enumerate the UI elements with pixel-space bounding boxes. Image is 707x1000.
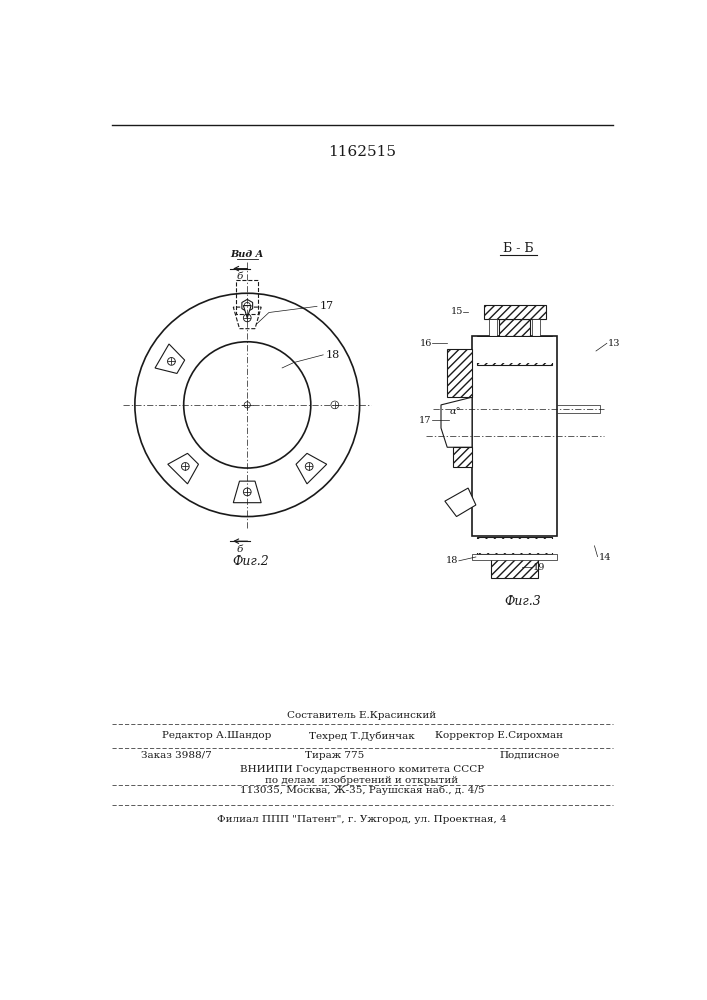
Bar	[474, 539, 556, 553]
Text: 17: 17	[419, 416, 432, 425]
Bar	[557, 405, 600, 413]
Text: 113035, Москва, Ж-35, Раушская наб., д. 4/5: 113035, Москва, Ж-35, Раушская наб., д. …	[240, 786, 484, 795]
Polygon shape	[441, 397, 472, 447]
Bar	[532, 319, 540, 338]
Text: Фиг.3: Фиг.3	[504, 595, 541, 608]
Text: 13: 13	[607, 339, 620, 348]
Bar	[472, 554, 557, 560]
Text: 18: 18	[445, 556, 458, 565]
Bar	[477, 336, 552, 365]
Text: по делам  изобретений и открытий: по делам изобретений и открытий	[265, 775, 459, 785]
Text: ВНИИПИ Государственного комитета СССР: ВНИИПИ Государственного комитета СССР	[240, 765, 484, 774]
Polygon shape	[233, 481, 261, 503]
Polygon shape	[233, 307, 261, 329]
Bar	[489, 319, 497, 338]
Text: Филиал ППП "Патент", г. Ужгород, ул. Проектная, 4: Филиал ППП "Патент", г. Ужгород, ул. Про…	[217, 815, 507, 824]
Text: Техред Т.Дубинчак: Техред Т.Дубинчак	[309, 731, 415, 741]
Bar	[472, 336, 557, 536]
Text: 14: 14	[598, 553, 611, 562]
Polygon shape	[452, 447, 472, 466]
Text: Редактор А.Шандор: Редактор А.Шандор	[162, 732, 271, 740]
Text: Заказ 3988/7: Заказ 3988/7	[141, 751, 212, 760]
Bar	[484, 305, 546, 319]
Text: 1162515: 1162515	[328, 145, 396, 159]
Text: Составитель Е.Красинский: Составитель Е.Красинский	[287, 711, 436, 720]
Bar	[491, 557, 538, 578]
Bar	[477, 537, 552, 554]
Text: 17: 17	[320, 301, 334, 311]
Bar	[499, 319, 530, 336]
Polygon shape	[445, 488, 476, 517]
Text: 18: 18	[325, 350, 340, 360]
Text: б: б	[236, 545, 243, 554]
Polygon shape	[296, 453, 327, 484]
Text: Вид А: Вид А	[230, 250, 264, 259]
Text: 19: 19	[532, 563, 545, 572]
Text: 15: 15	[450, 307, 462, 316]
Text: Подписное: Подписное	[499, 751, 559, 760]
Bar	[474, 337, 556, 363]
Polygon shape	[168, 453, 199, 484]
Text: Фиг.2: Фиг.2	[233, 555, 269, 568]
Polygon shape	[155, 344, 185, 373]
Text: Корректор Е.Сирохман: Корректор Е.Сирохман	[435, 732, 563, 740]
Text: б: б	[236, 272, 243, 281]
Polygon shape	[448, 349, 472, 397]
Polygon shape	[242, 299, 252, 312]
Text: Б - Б: Б - Б	[503, 242, 534, 255]
Text: 16: 16	[419, 339, 432, 348]
Text: α°: α°	[449, 407, 461, 416]
Text: Тираж 775: Тираж 775	[305, 751, 365, 760]
Polygon shape	[243, 306, 251, 318]
